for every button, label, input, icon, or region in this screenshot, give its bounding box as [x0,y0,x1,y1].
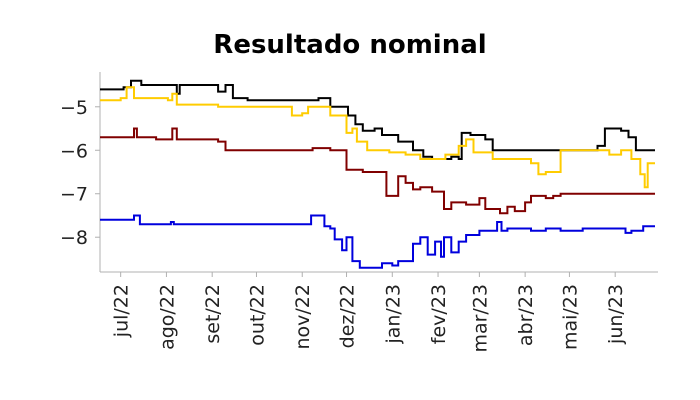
x-tick-label: jun/23 [605,284,627,345]
y-tick-label: −7 [60,184,88,206]
tick-labels: −5 −6 −7 −8 jul/22 ago/22 set/22 out/22 nov/22 de… [60,97,627,353]
x-tick-label: jan/23 [382,284,404,345]
chart-title: Resultado nominal [213,30,487,60]
x-tick-label: dez/22 [337,284,359,348]
series-line-3 [100,127,655,215]
series-line-1 [100,79,655,160]
x-tick-label: nov/22 [292,284,314,350]
series-layer [100,79,655,269]
x-tick-label: mai/23 [559,284,581,350]
y-tick-label: −6 [60,140,88,162]
x-tick-label: jul/22 [111,284,133,338]
x-tick-label: fev/23 [428,284,450,344]
x-tick-label: ago/22 [156,284,178,350]
x-tick-label: mar/23 [469,284,491,353]
x-tick-label: set/22 [202,284,224,344]
x-tick-label: out/22 [246,284,268,346]
y-tick-label: −5 [60,97,88,119]
series-line-4 [100,214,655,269]
axes [95,72,658,277]
x-tick-label: abr/23 [515,284,537,346]
series-line-2 [100,86,655,189]
y-tick-label: −8 [60,227,88,249]
